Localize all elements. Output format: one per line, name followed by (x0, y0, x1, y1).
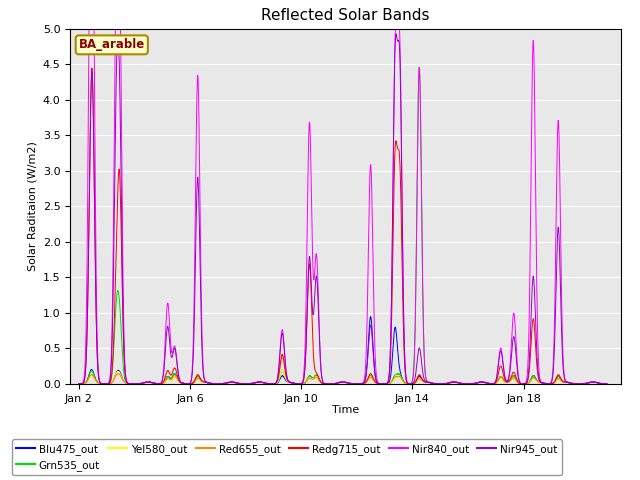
Nir840_out (603, 381, 611, 387)
Nir840_out (124, 380, 131, 385)
Blu475_out (556, 374, 563, 380)
Yel580_out (410, 381, 417, 387)
Nir840_out (410, 373, 417, 379)
Grn535_out (465, 381, 473, 387)
Yel580_out (345, 380, 353, 386)
Redg715_out (75, 381, 83, 386)
Redg715_out (345, 380, 353, 386)
Grn535_out (348, 381, 355, 387)
Redg715_out (88, 65, 96, 71)
Red655_out (296, 381, 304, 387)
Nir945_out (123, 379, 131, 385)
Red655_out (123, 381, 131, 386)
Redg715_out (603, 381, 611, 386)
Nir945_out (75, 381, 83, 387)
Yel580_out (278, 367, 286, 373)
Line: Yel580_out: Yel580_out (79, 370, 607, 384)
Red655_out (348, 381, 356, 387)
Blu475_out (348, 381, 356, 386)
Nir945_out (345, 380, 353, 386)
Blu475_out (474, 380, 482, 385)
Red655_out (556, 376, 563, 382)
Blu475_out (367, 314, 374, 320)
Redg715_out (124, 380, 131, 385)
Grn535_out (123, 380, 131, 386)
Nir840_out (556, 150, 563, 156)
Yel580_out (603, 381, 611, 387)
Grn535_out (603, 381, 611, 387)
Redg715_out (409, 381, 417, 386)
Line: Nir945_out: Nir945_out (79, 34, 607, 384)
Line: Nir840_out: Nir840_out (79, 29, 607, 384)
Red655_out (345, 380, 353, 386)
Nir945_out (348, 381, 356, 387)
Blu475_out (410, 380, 417, 386)
Grn535_out (409, 376, 417, 382)
Yel580_out (348, 381, 356, 386)
Nir945_out (474, 380, 482, 385)
Blu475_out (603, 381, 611, 386)
X-axis label: Time: Time (332, 405, 359, 415)
Grn535_out (75, 381, 83, 387)
Yel580_out (123, 381, 131, 386)
Text: BA_arable: BA_arable (79, 38, 145, 51)
Red655_out (410, 381, 417, 386)
Blu475_out (345, 380, 353, 386)
Nir945_out (392, 31, 400, 37)
Nir840_out (75, 381, 83, 387)
Nir945_out (325, 381, 333, 387)
Redg715_out (436, 381, 444, 387)
Red655_out (474, 380, 482, 385)
Red655_out (75, 381, 83, 387)
Line: Grn535_out: Grn535_out (79, 68, 607, 384)
Blu475_out (75, 381, 83, 386)
Nir945_out (410, 380, 417, 386)
Line: Redg715_out: Redg715_out (79, 68, 607, 384)
Red655_out (603, 381, 611, 387)
Nir840_out (324, 381, 332, 387)
Nir840_out (348, 381, 356, 387)
Y-axis label: Solar Raditaion (W/m2): Solar Raditaion (W/m2) (28, 142, 37, 271)
Grn535_out (415, 65, 423, 71)
Line: Blu475_out: Blu475_out (79, 317, 607, 384)
Yel580_out (75, 381, 83, 387)
Redg715_out (348, 381, 356, 386)
Blu475_out (241, 381, 249, 387)
Nir840_out (345, 380, 353, 386)
Legend: Blu475_out, Grn535_out, Yel580_out, Red655_out, Redg715_out, Nir840_out, Nir945_: Blu475_out, Grn535_out, Yel580_out, Red6… (12, 439, 562, 475)
Yel580_out (474, 380, 482, 385)
Nir840_out (474, 380, 482, 385)
Nir840_out (85, 26, 93, 32)
Grn535_out (474, 380, 482, 385)
Nir945_out (556, 243, 563, 249)
Red655_out (278, 353, 286, 359)
Redg715_out (474, 380, 482, 385)
Blu475_out (123, 381, 131, 386)
Yel580_out (556, 376, 563, 382)
Grn535_out (556, 374, 563, 380)
Yel580_out (325, 381, 333, 387)
Title: Reflected Solar Bands: Reflected Solar Bands (261, 9, 430, 24)
Grn535_out (344, 380, 352, 386)
Redg715_out (556, 373, 563, 379)
Nir945_out (603, 381, 611, 387)
Line: Red655_out: Red655_out (79, 356, 607, 384)
